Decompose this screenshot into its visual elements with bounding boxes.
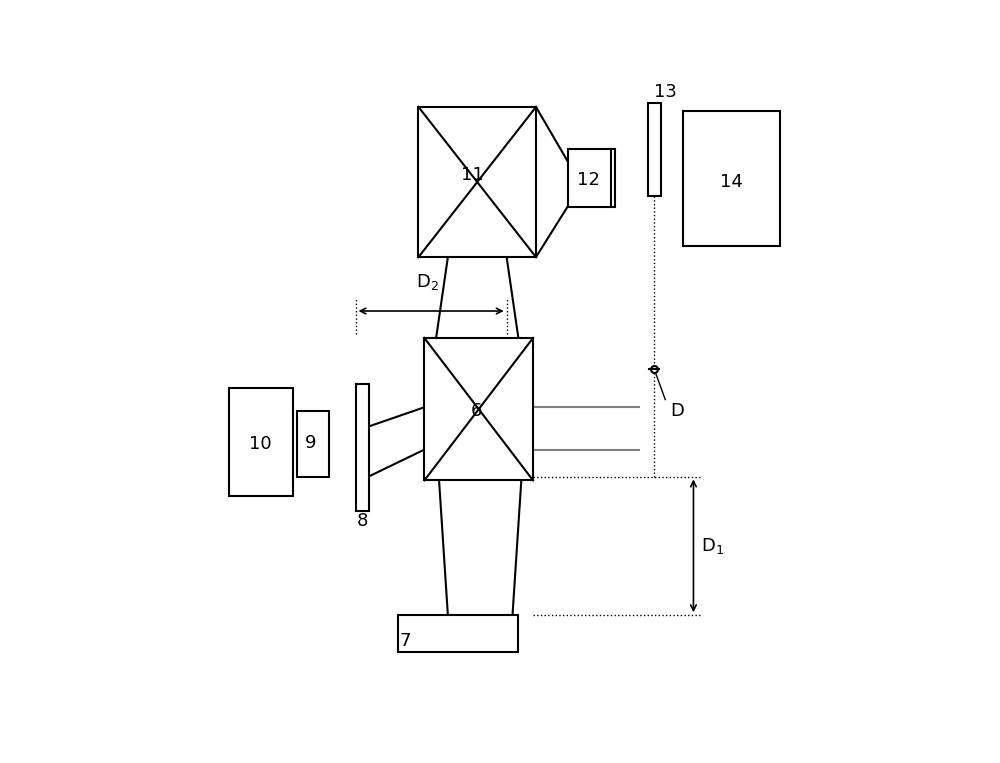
Text: 14: 14 (720, 173, 742, 192)
Text: 7: 7 (400, 633, 411, 650)
Bar (648, 103, 661, 195)
Bar (424, 338, 533, 481)
Bar (568, 150, 615, 207)
Text: 8: 8 (356, 512, 368, 530)
Bar (356, 384, 369, 511)
Text: 12: 12 (577, 171, 600, 189)
Text: 9: 9 (305, 434, 317, 452)
Text: D$_2$: D$_2$ (416, 272, 439, 291)
Bar (418, 107, 536, 257)
Text: 10: 10 (249, 435, 271, 453)
Bar (297, 411, 329, 477)
Text: 11: 11 (461, 166, 484, 184)
Text: 13: 13 (654, 83, 677, 101)
Text: D$_1$: D$_1$ (701, 536, 723, 556)
Bar (398, 615, 518, 652)
Text: 6: 6 (470, 402, 482, 420)
Bar (229, 388, 293, 496)
Bar (683, 111, 780, 246)
Text: D: D (670, 402, 684, 420)
